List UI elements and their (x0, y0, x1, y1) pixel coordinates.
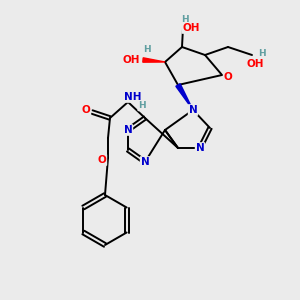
Text: OH: OH (122, 55, 140, 65)
Text: OH: OH (182, 23, 200, 33)
Text: H: H (181, 16, 189, 25)
Text: O: O (82, 105, 90, 115)
Text: O: O (98, 155, 106, 165)
Text: N: N (196, 143, 204, 153)
Text: OH: OH (246, 59, 264, 69)
Text: H: H (143, 46, 151, 55)
Polygon shape (176, 84, 193, 110)
Text: N: N (189, 105, 197, 115)
Polygon shape (143, 58, 165, 62)
Text: N: N (124, 125, 132, 135)
Text: O: O (224, 72, 232, 82)
Text: N: N (141, 157, 149, 167)
Text: H: H (258, 50, 266, 58)
Text: H: H (138, 101, 146, 110)
Text: NH: NH (124, 92, 142, 102)
